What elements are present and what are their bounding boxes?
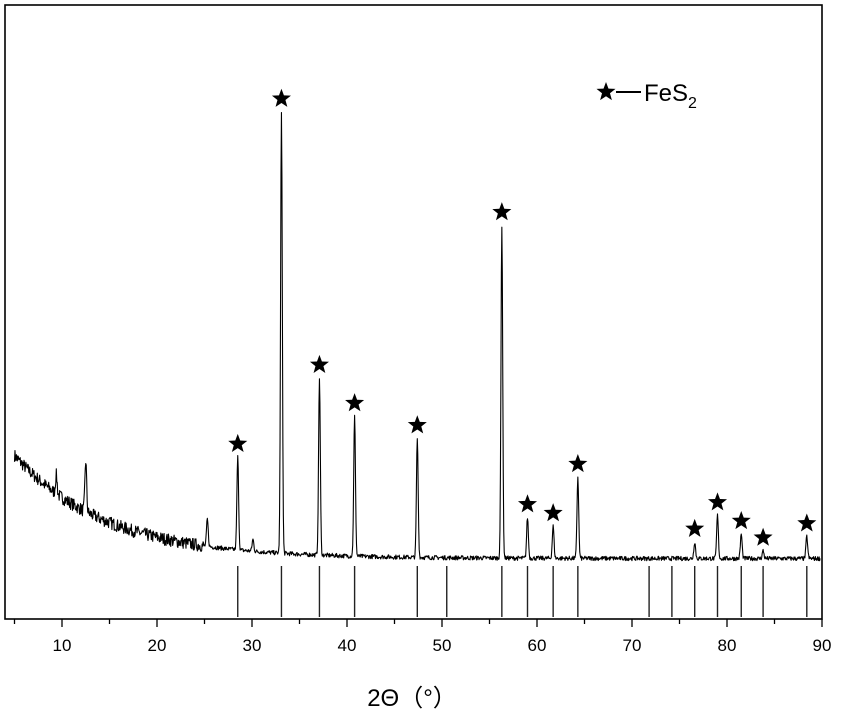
x-axis-ticks: 10 20 30 40 50 60 70 80 90 (13, 619, 832, 655)
x-tick-label: 80 (718, 636, 737, 655)
x-tick-label: 60 (528, 636, 547, 655)
plot-frame (4, 4, 823, 620)
x-tick-label: 70 (623, 636, 642, 655)
reference-lines (237, 566, 808, 617)
peak-star-icon (797, 513, 817, 532)
legend-label-main: FeS (644, 80, 688, 107)
peak-star-icon (685, 518, 705, 537)
peak-star-icon (731, 511, 751, 530)
xrd-pattern-line (13, 112, 821, 562)
peak-star-icon (753, 527, 773, 546)
legend-label-subscript: 2 (688, 95, 697, 112)
legend: FeS2 (596, 80, 697, 112)
x-axis-title: 2Θ（°） (367, 685, 457, 712)
peak-star-icon (407, 415, 427, 434)
peak-star-icon (228, 433, 248, 452)
legend-star-icon (596, 82, 616, 101)
peak-star-icon (517, 494, 538, 513)
x-tick-label: 40 (338, 636, 357, 655)
x-tick-label: 10 (53, 636, 72, 655)
x-tick-label: 20 (148, 636, 167, 655)
peak-star-icon (707, 492, 728, 511)
legend-label: FeS2 (644, 80, 697, 112)
peak-star-icon (568, 454, 588, 473)
peak-star-icon (309, 354, 329, 373)
peak-star-icon (271, 88, 291, 107)
peak-star-icon (543, 503, 563, 522)
x-tick-label: 50 (433, 636, 452, 655)
x-tick-label: 30 (243, 636, 262, 655)
peak-markers (228, 88, 817, 546)
x-tick-label: 90 (813, 636, 832, 655)
peak-star-icon (492, 202, 512, 221)
peak-star-icon (345, 393, 365, 412)
